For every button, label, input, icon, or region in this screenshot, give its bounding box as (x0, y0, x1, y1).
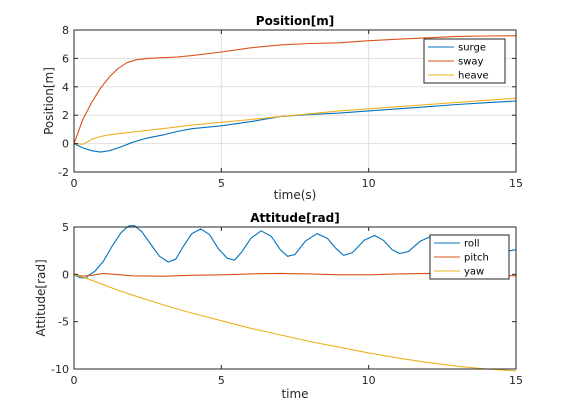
attitude-xtick-label-2: 10 (362, 374, 376, 387)
position-xlabel: time(s) (274, 188, 317, 202)
position-xtick-label-0: 0 (71, 177, 78, 190)
attitude-ticks: 0 5 10 15 -10 -5 0 5 (51, 221, 523, 387)
position-ytick-label-1: 0 (62, 138, 69, 151)
position-legend-label-heave: heave (458, 71, 489, 82)
position-ytick-label-4: 6 (62, 52, 69, 65)
position-xtick-label-1: 5 (218, 177, 225, 190)
position-legend-label-surge: surge (458, 43, 486, 54)
position-axes-frame (73, 29, 517, 173)
attitude-ytick-label-1: -5 (58, 316, 69, 329)
position-legend: surge sway heave (423, 38, 506, 84)
position-chart-title: Position[m] (256, 14, 334, 28)
position-series (73, 35, 517, 153)
attitude-series-yaw-line (73, 273, 517, 372)
position-legend-label-sway: sway (458, 57, 484, 68)
attitude-ytick-label-0: -10 (51, 363, 69, 376)
attitude-xtick-label-0: 0 (71, 374, 78, 387)
position-ytick-label-0: -2 (58, 166, 69, 179)
attitude-chart-title: Attitude[rad] (250, 211, 339, 225)
attitude-ylabel: Attitude[rad] (34, 259, 48, 336)
position-ytick-label-5: 8 (62, 24, 69, 37)
attitude-legend-label-yaw: yaw (464, 267, 484, 278)
position-ylabel: Position[m] (42, 67, 56, 135)
attitude-legend: roll pitch yaw (429, 234, 510, 280)
attitude-axes-frame (73, 226, 517, 370)
attitude-legend-label-pitch: pitch (464, 253, 489, 264)
attitude-chart: Attitude[rad] 0 5 10 15 -10 -5 0 5 time Attitud… (34, 211, 523, 401)
attitude-xtick-label-3: 15 (509, 374, 523, 387)
attitude-legend-label-roll: roll (464, 239, 480, 250)
position-ytick-label-3: 4 (62, 81, 69, 94)
position-series-sway-line (73, 35, 517, 144)
attitude-xlabel: time (281, 387, 308, 401)
position-series-heave-line (73, 97, 517, 145)
position-xtick-label-3: 15 (509, 177, 523, 190)
position-ytick-label-2: 2 (62, 109, 69, 122)
attitude-xtick-label-1: 5 (218, 374, 225, 387)
position-xtick-label-2: 10 (362, 177, 376, 190)
attitude-ytick-label-3: 5 (62, 221, 69, 234)
position-series-surge-line (73, 100, 517, 153)
attitude-ytick-label-2: 0 (62, 268, 69, 281)
